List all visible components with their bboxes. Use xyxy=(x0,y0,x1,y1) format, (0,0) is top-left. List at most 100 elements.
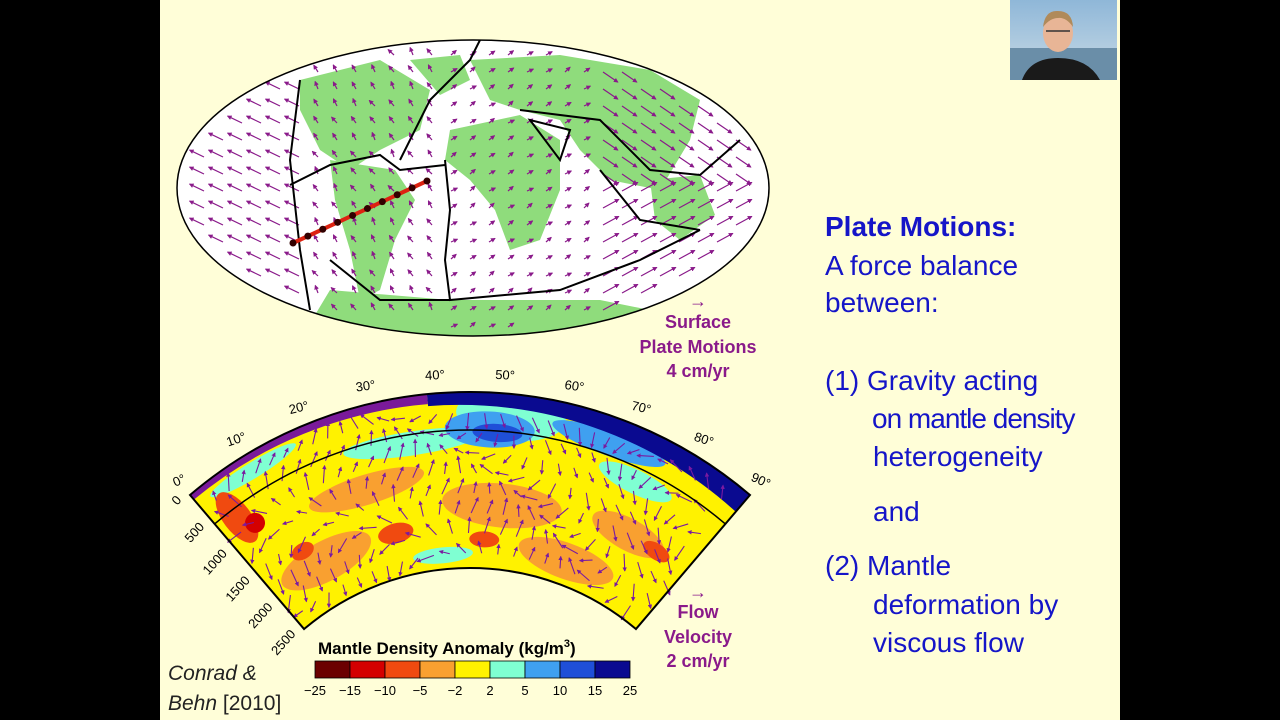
flow-arrow xyxy=(308,497,322,507)
motion-arrow xyxy=(368,99,376,107)
motion-arrow xyxy=(526,153,535,158)
flow-arrow xyxy=(467,516,472,534)
colorbar-label: 5 xyxy=(521,683,528,698)
motion-arrow xyxy=(264,217,281,226)
flow-arrow xyxy=(560,443,567,455)
motion-arrow xyxy=(226,132,243,141)
motion-arrow xyxy=(407,64,414,73)
motion-arrow xyxy=(450,101,458,107)
plate-boundaries xyxy=(288,40,741,311)
flow-arrow xyxy=(520,494,538,501)
motion-arrow xyxy=(351,132,357,141)
flow-arrow xyxy=(379,543,390,555)
colorbar-title: Mantle Density Anomaly (kg/m3) xyxy=(318,638,576,658)
motion-arrow xyxy=(716,181,734,192)
motion-arrow xyxy=(488,187,497,192)
motion-arrow xyxy=(583,102,592,107)
motion-arrow xyxy=(388,115,395,124)
flow-arrow xyxy=(297,536,307,554)
flow-arrow xyxy=(289,545,294,559)
flow-arrow xyxy=(329,488,337,500)
motion-arrow xyxy=(488,117,495,124)
motion-arrow xyxy=(735,156,752,168)
flow-arrow xyxy=(484,413,489,430)
flow-arrow xyxy=(447,518,453,534)
flow-arrow xyxy=(390,539,406,546)
motion-arrow xyxy=(226,217,243,226)
motion-arrow xyxy=(621,249,639,260)
flow-arrow xyxy=(487,481,492,494)
motion-arrow xyxy=(640,88,657,100)
motion-arrow xyxy=(678,105,695,117)
flow-arrow xyxy=(654,549,661,564)
field-blob xyxy=(281,531,372,591)
motion-arrow xyxy=(526,187,535,192)
flow-arrow xyxy=(483,516,491,534)
motion-arrow xyxy=(678,156,695,168)
legend-line: Surface xyxy=(665,312,731,332)
flow-arrow xyxy=(259,538,267,554)
motion-arrow xyxy=(245,132,262,141)
motion-arrow xyxy=(545,168,552,175)
motion-arrow xyxy=(545,136,554,141)
motion-arrow xyxy=(207,166,224,175)
flow-arrow xyxy=(456,455,462,474)
flow-arrow xyxy=(529,437,534,450)
profile-dot xyxy=(304,232,312,240)
flow-arrow xyxy=(412,463,420,478)
flow-arrow xyxy=(473,481,478,494)
flow-arrow xyxy=(386,565,392,582)
motion-arrow xyxy=(226,149,243,158)
motion-arrow xyxy=(351,200,357,209)
flow-arrow xyxy=(638,476,652,489)
flow-arrow xyxy=(438,549,450,555)
flow-arrow xyxy=(212,490,217,501)
motion-arrow xyxy=(545,68,553,73)
motion-arrow xyxy=(389,285,395,294)
motion-arrow xyxy=(245,200,262,209)
motion-arrow xyxy=(545,101,553,107)
motion-arrow xyxy=(245,98,262,107)
field-blob xyxy=(245,512,266,533)
flow-arrow xyxy=(357,554,363,569)
motion-arrow xyxy=(426,251,433,260)
colorbar-swatch xyxy=(349,660,386,679)
flow-arrow xyxy=(355,434,361,451)
flow-arrow xyxy=(652,484,666,491)
flow-arrow xyxy=(591,452,596,463)
flow-arrow xyxy=(329,568,337,583)
motion-arrow xyxy=(312,201,319,209)
flow-arrow xyxy=(470,496,479,514)
motion-arrow xyxy=(245,166,262,175)
motion-arrow xyxy=(311,150,319,158)
flow-arrow xyxy=(557,463,562,477)
motion-arrow xyxy=(659,156,676,168)
motion-arrow xyxy=(583,236,590,243)
motion-arrow xyxy=(314,80,319,90)
flow-arrow xyxy=(426,442,432,456)
motion-arrow xyxy=(245,217,262,226)
motion-arrow xyxy=(602,88,619,100)
flow-arrow xyxy=(500,413,506,429)
flow-arrow xyxy=(543,529,549,544)
flow-arrow xyxy=(502,454,512,464)
motion-arrow xyxy=(469,271,477,277)
flow-arrow xyxy=(457,478,465,494)
flow-arrow xyxy=(470,463,478,474)
motion-arrow xyxy=(313,132,319,141)
angle-label: 10° xyxy=(224,429,247,450)
motion-arrow xyxy=(450,169,458,175)
flow-arrow xyxy=(521,457,528,470)
angle-label: 30° xyxy=(355,377,377,395)
flow-arrow xyxy=(605,546,611,559)
motion-arrow xyxy=(226,166,243,175)
field-blob xyxy=(598,461,672,503)
flow-arrow xyxy=(643,498,649,516)
motion-arrow xyxy=(507,100,514,107)
flow-arrow xyxy=(663,514,676,525)
flow-arrow xyxy=(369,549,375,564)
flow-arrow xyxy=(516,503,521,517)
motion-arrow xyxy=(226,234,243,243)
flow-arrow xyxy=(337,538,348,554)
